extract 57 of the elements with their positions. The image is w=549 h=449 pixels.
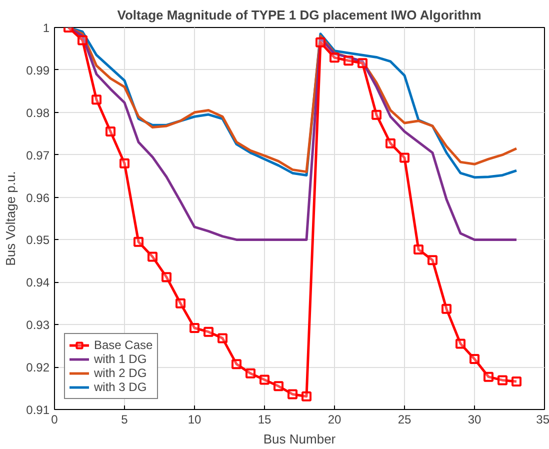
point [260, 374, 270, 385]
point [414, 244, 424, 254]
point [176, 298, 186, 308]
point [400, 152, 410, 163]
y-tick-label: 1 [42, 21, 50, 35]
point [134, 236, 144, 247]
point [456, 338, 466, 349]
x-tick-label: 0 [51, 412, 58, 426]
x-axis-title: Bus Number [263, 432, 336, 446]
point [218, 333, 228, 344]
point [498, 375, 508, 386]
point [470, 354, 480, 364]
point [386, 138, 396, 148]
y-axis-title: Bus Voltage p.u. [3, 171, 18, 266]
point [344, 56, 354, 66]
x-tick-label: 25 [398, 412, 412, 426]
point [512, 376, 522, 386]
legend-label: with 1 DG [94, 352, 147, 366]
x-tick-label: 15 [258, 412, 272, 426]
y-tick-label: 0.93 [26, 318, 50, 332]
point [162, 272, 172, 282]
y-tick-label: 0.96 [26, 190, 50, 205]
point [288, 389, 298, 400]
x-tick-label: 5 [121, 412, 128, 426]
point [148, 252, 158, 262]
x-tick-label: 10 [188, 412, 202, 426]
point [232, 359, 242, 370]
point [358, 58, 368, 68]
point [442, 304, 452, 314]
legend-label: with 3 DG [94, 380, 147, 394]
point [484, 372, 494, 382]
legend-label: with 2 DG [94, 366, 147, 380]
chart-title: Voltage Magnitude of TYPE 1 DG placement IWO Algorithm [117, 8, 482, 22]
legend-label: Base Case [94, 338, 153, 352]
x-tick-label: 30 [468, 412, 482, 426]
y-tick-label: 0.97 [26, 148, 50, 162]
point [428, 255, 438, 266]
point [120, 158, 130, 168]
point [316, 37, 326, 48]
point [106, 126, 116, 136]
point [274, 381, 284, 392]
y-tick-label: 0.94 [26, 276, 50, 290]
point [330, 52, 340, 63]
point [204, 326, 214, 337]
point [78, 35, 88, 46]
point [190, 323, 200, 334]
point [372, 110, 382, 120]
y-tick-label: 0.99 [26, 63, 50, 78]
y-tick-label: 0.95 [26, 233, 50, 248]
x-tick-label: 20 [328, 412, 342, 426]
point [302, 391, 312, 402]
y-tick-label: 0.91 [26, 403, 50, 417]
x-tick-label: 35 [536, 412, 549, 426]
y-tick-label: 0.92 [26, 360, 50, 375]
y-tick-label: 0.98 [26, 106, 50, 120]
point [92, 94, 102, 105]
point [246, 368, 256, 378]
